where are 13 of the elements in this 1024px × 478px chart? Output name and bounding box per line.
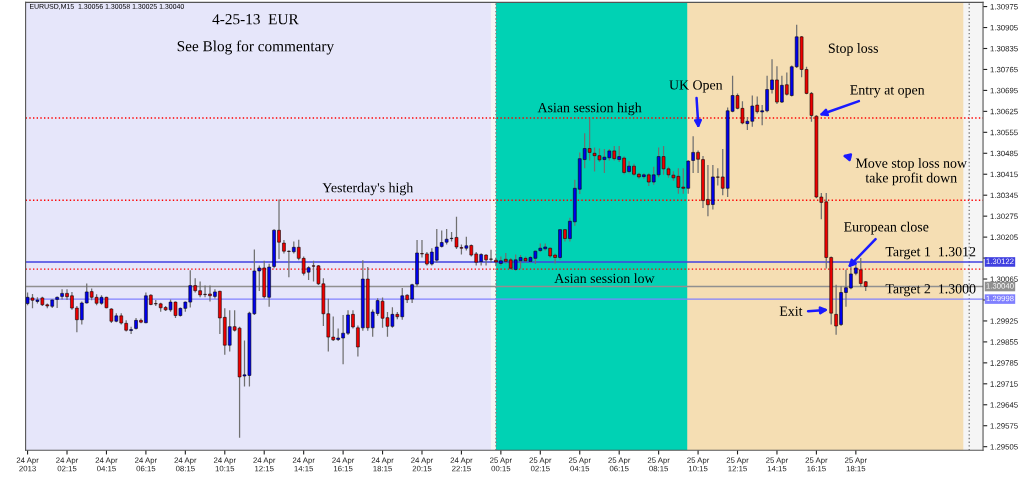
annotation: Exit: [779, 306, 803, 316]
annotation: Move stop loss now take profit down: [855, 158, 967, 186]
annotation: Target 2 1.3000: [885, 284, 976, 297]
annotation: Yesterday's high: [322, 182, 414, 196]
annotation: Target 1 1.3012: [885, 246, 976, 260]
annotation: Asian session high: [537, 102, 642, 116]
annotation: Stop loss: [828, 43, 878, 56]
text: 4-25-13 EUR: [212, 14, 299, 25]
text: See Blog for commentary: [177, 40, 335, 55]
candlestick: [587, 118, 592, 162]
annotation: Asian session low: [554, 273, 655, 284]
annotation: European close: [844, 221, 929, 235]
annotation: Entry at open: [850, 85, 925, 98]
